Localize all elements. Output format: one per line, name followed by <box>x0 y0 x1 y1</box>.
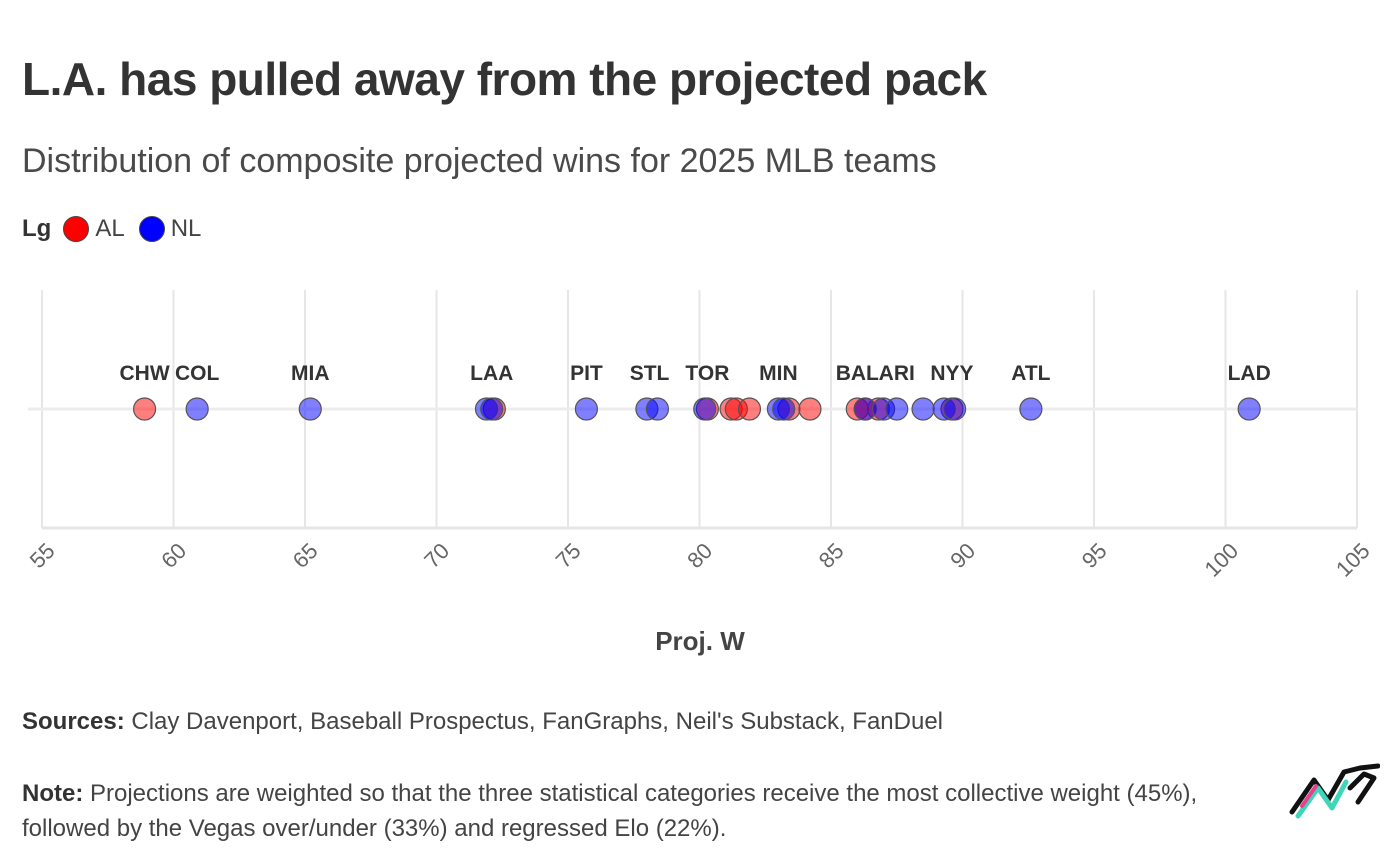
team-label: BAL <box>836 362 879 385</box>
x-tick-label: 105 <box>1331 538 1375 582</box>
data-point-al <box>798 397 822 421</box>
note-label: Note: <box>22 780 84 807</box>
data-point-al <box>737 397 762 421</box>
data-point-nl <box>885 397 909 421</box>
legend-title: Lg <box>22 215 52 242</box>
team-label: MIA <box>291 362 330 385</box>
np-logo-icon <box>1289 763 1380 819</box>
data-point-nl <box>1019 397 1043 421</box>
x-tick-label: 80 <box>682 538 717 573</box>
legend-swatch-nl <box>138 216 165 242</box>
team-label: STL <box>630 362 670 385</box>
data-point-nl <box>772 397 796 421</box>
team-label: LAA <box>470 362 513 385</box>
team-label: PIT <box>570 362 603 385</box>
data-point-nl <box>645 397 670 421</box>
team-labels: CHW COL MIA LAA PIT STL TOR MIN BAL ARI NYY ATL LAD <box>119 362 1270 385</box>
data-point-nl <box>1237 397 1261 421</box>
data-point-al <box>132 397 157 421</box>
data-point-nl <box>185 397 209 421</box>
legend-item-nl: NL <box>138 215 202 243</box>
note-text-block: Note: Projections are weighted so that t… <box>22 776 1222 846</box>
sources-label: Sources: <box>22 708 125 735</box>
legend: Lg AL NL <box>22 212 215 246</box>
x-tick-label: 95 <box>1077 538 1112 573</box>
chart-subtitle: Distribution of composite projected wins… <box>22 142 937 180</box>
x-tick-label: 100 <box>1200 538 1244 582</box>
team-label: CHW <box>119 362 169 385</box>
gridlines <box>28 290 1358 528</box>
team-label: MIN <box>759 362 798 385</box>
data-point-nl <box>574 397 599 421</box>
x-tick-label: 70 <box>419 538 454 573</box>
legend-item-al: AL <box>63 215 125 243</box>
data-point-nl <box>943 397 967 421</box>
data-point-nl <box>693 397 717 421</box>
strip-chart: 55 60 65 70 75 80 85 90 95 100 105 CHW COL MIA LAA PIT… <box>25 290 1375 656</box>
legend-label-nl: NL <box>170 215 202 242</box>
x-tick-label: 60 <box>156 538 191 573</box>
team-label: NYY <box>930 362 973 385</box>
legend-label-al: AL <box>95 215 125 242</box>
team-label: COL <box>175 362 220 385</box>
x-tick-label: 65 <box>288 538 323 573</box>
x-tick-label: 90 <box>945 538 980 573</box>
x-tick-labels: 55 60 65 70 75 80 85 90 95 100 105 <box>25 538 1375 582</box>
data-point-nl <box>298 397 322 421</box>
data-point-nl <box>911 397 935 421</box>
sources-line: Sources: Clay Davenport, Baseball Prospe… <box>22 708 943 736</box>
data-points <box>132 397 1261 421</box>
sources-text: Clay Davenport, Baseball Prospectus, Fan… <box>124 708 943 735</box>
team-label: LAD <box>1228 362 1271 385</box>
x-tick-label: 75 <box>551 538 586 573</box>
x-axis-label: Proj. W <box>655 626 745 656</box>
team-label: ATL <box>1011 362 1050 385</box>
team-label: TOR <box>685 362 729 385</box>
legend-swatch-al <box>63 216 90 242</box>
team-label: ARI <box>879 362 915 385</box>
x-tick-label: 55 <box>25 538 60 573</box>
chart-title: L.A. has pulled away from the projected … <box>22 53 987 105</box>
x-tick-label: 85 <box>814 538 849 573</box>
note-text: Projections are weighted so that the thr… <box>22 780 1198 842</box>
data-point-nl <box>480 397 504 421</box>
